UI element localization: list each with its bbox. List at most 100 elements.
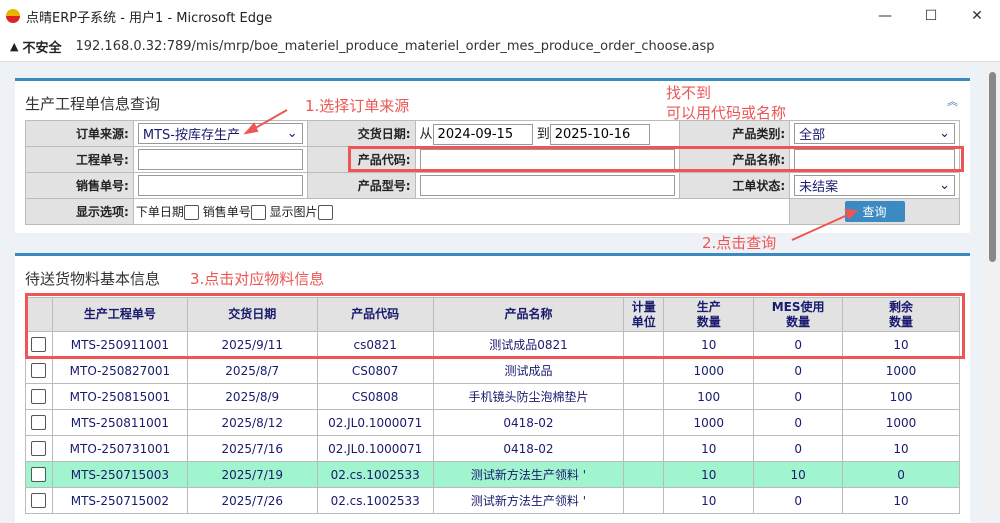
column-header-unit: 计量单位: [623, 297, 665, 332]
column-header-label: MES使用数量: [771, 299, 825, 329]
order-source-select[interactable]: MTS-按库存生产 ⌄: [137, 123, 303, 144]
cell-mes: 0: [753, 357, 844, 384]
url-text[interactable]: 192.168.0.32:789/mis/mrp/boe_materiel_pr…: [75, 39, 715, 54]
cell-no: MTO-250731001: [51, 435, 188, 462]
cell-rest: 1000: [842, 409, 960, 436]
cell-date: 2025/7/26: [186, 487, 318, 514]
address-bar[interactable]: ▲ 不安全 192.168.0.32:789/mis/mrp/boe_mater…: [0, 32, 1000, 62]
warning-icon: ▲: [10, 40, 19, 53]
table-row[interactable]: MTO-250731001 2025/7/16 02.JL0.1000071 0418…: [25, 435, 960, 462]
window-title: 点晴ERP子系统 - 用户1 - Microsoft Edge: [26, 10, 273, 26]
material-table: 生产工程单号 交货日期 产品代码 产品名称 计量单位 生产数量 MES使用数量 …: [25, 297, 960, 514]
annotation-box-first-row: [25, 293, 965, 359]
cell-mes: 0: [753, 383, 844, 410]
security-label[interactable]: 不安全: [22, 41, 62, 56]
display-options-label: 显示选项:: [25, 198, 134, 225]
column-header-code: 产品代码: [316, 297, 434, 332]
list-panel: 待送货物料基本信息 生产工程单号 交货日期 产品代码 产品名称 计量单位 生产数…: [15, 253, 970, 523]
annotation-hint-2: 可以用代码或名称: [666, 104, 787, 122]
from-label: 从: [419, 126, 433, 142]
row-checkbox[interactable]: [31, 415, 47, 430]
cell-rest: 0: [842, 461, 960, 488]
maximize-button[interactable]: ☐: [924, 8, 938, 24]
cell-mes: 0: [753, 409, 844, 436]
cell-mes: 10: [753, 461, 844, 488]
annotation-box-search-fields: [348, 146, 964, 172]
cell-code: 02.cs.1002533: [316, 461, 434, 488]
scrollbar-thumb[interactable]: [989, 72, 996, 262]
collapse-icon[interactable]: ︽: [947, 95, 958, 108]
cell-rest: 10: [842, 435, 960, 462]
cell-name: 测试成品0821: [432, 331, 625, 358]
status-value: 未结案: [799, 180, 839, 195]
cell-mes: 0: [753, 435, 844, 462]
opt-show-image-checkbox[interactable]: [317, 205, 333, 220]
product-category-select[interactable]: 全部 ⌄: [794, 123, 955, 144]
column-header-label: 生产工程单号: [83, 307, 156, 321]
product-name-label: 产品名称:: [679, 146, 791, 173]
status-label: 工单状态:: [679, 172, 791, 199]
opt-sales-no-checkbox[interactable]: [250, 205, 266, 220]
to-label: 到: [536, 126, 550, 142]
product-category-value: 全部: [799, 128, 826, 143]
cell-name: 测试新方法生产领料 ': [432, 487, 625, 514]
column-header-label: 产品代码: [351, 307, 400, 321]
arrow-step1-head: [243, 122, 259, 135]
cell-code: 02.cs.1002533: [316, 487, 434, 514]
row-checkbox[interactable]: [31, 337, 47, 352]
row-checkbox[interactable]: [31, 363, 47, 378]
row-checkbox[interactable]: [31, 389, 47, 404]
column-header-label: 剩余数量: [889, 299, 914, 329]
minimize-button[interactable]: —: [878, 8, 892, 24]
cell-rest: 10: [842, 487, 960, 514]
row-checkbox-cell: [25, 383, 53, 410]
search-button[interactable]: 查询: [844, 201, 905, 222]
opt-order-date-checkbox[interactable]: [183, 205, 199, 220]
row-checkbox[interactable]: [31, 441, 47, 456]
cell-code: CS0807: [316, 357, 434, 384]
cell-unit: [623, 331, 665, 358]
scrollbar[interactable]: [985, 62, 1000, 514]
cell-no: MTS-250911001: [51, 331, 188, 358]
cell-name: 测试成品: [432, 357, 625, 384]
column-header-mes: MES使用数量: [753, 297, 844, 332]
arrow-step2-head: [844, 208, 859, 220]
cell-rest: 100: [842, 383, 960, 410]
cell-qty: 1000: [663, 357, 755, 384]
cell-qty: 10: [663, 435, 755, 462]
column-header-label: 计量单位: [631, 299, 656, 329]
query-title: 生产工程单信息查询: [25, 95, 161, 113]
cell-code: 02.JL0.1000071: [316, 409, 434, 436]
cell-qty: 10: [663, 331, 755, 358]
close-button[interactable]: ✕: [971, 8, 983, 24]
row-checkbox-cell: [25, 461, 53, 488]
work-order-input[interactable]: [137, 149, 303, 170]
table-row[interactable]: MTO-250827001 2025/8/7 CS0807 测试成品 1000 0 1000: [25, 357, 960, 384]
opt-show-image-label: 显示图片: [269, 205, 318, 219]
query-panel: 生产工程单信息查询 ︽ 订单来源: MTS-按库存生产 ⌄ 交货日期: 从 2024…: [15, 78, 970, 233]
cell-qty: 10: [663, 461, 755, 488]
sales-order-input[interactable]: [137, 175, 303, 196]
cell-unit: [623, 409, 665, 436]
row-checkbox-cell: [25, 357, 53, 384]
row-checkbox[interactable]: [31, 493, 47, 508]
cell-no: MTS-250715002: [51, 487, 188, 514]
cell-date: 2025/7/19: [186, 461, 318, 488]
select-column-header: [25, 297, 53, 332]
row-checkbox[interactable]: [31, 467, 47, 482]
product-model-input[interactable]: [419, 175, 676, 196]
list-title: 待送货物料基本信息: [25, 270, 161, 288]
status-select[interactable]: 未结案 ⌄: [794, 175, 955, 196]
table-row[interactable]: MTS-250911001 2025/9/11 cs0821 测试成品0821 10 0 1…: [25, 331, 960, 358]
cell-unit: [623, 487, 665, 514]
cell-qty: 10: [663, 487, 755, 514]
table-row[interactable]: MTS-250715003 2025/7/19 02.cs.1002533 测试新方法…: [25, 461, 960, 488]
date-from-input[interactable]: 2024-09-15: [432, 123, 533, 145]
date-to-input[interactable]: 2025-10-16: [549, 123, 650, 145]
cell-date: 2025/9/11: [186, 331, 318, 358]
table-row[interactable]: MTS-250715002 2025/7/26 02.cs.1002533 测试新方法…: [25, 487, 960, 514]
table-row[interactable]: MTS-250811001 2025/8/12 02.JL0.1000071 0418…: [25, 409, 960, 436]
app-logo-icon: [6, 9, 20, 23]
cell-mes: 0: [753, 331, 844, 358]
